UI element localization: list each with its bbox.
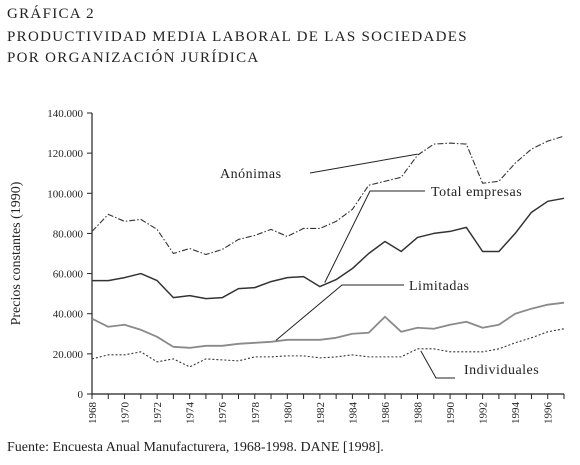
annotation-label-2: Limitadas [409,279,470,294]
y-tick-label: 100.000 [47,188,83,200]
annotation-label-0: Anónimas [220,167,282,182]
line-chart: 0 20.000 40.000 60.000 80.000 100.000 120.000 1… [9,108,565,425]
series-line-3 [91,328,565,368]
x-tick-label: 1974 [185,402,197,425]
y-tick-label: 140.000 [47,108,83,120]
x-tick-label: 1968 [87,402,99,425]
source-note: Fuente: Encuesta Anual Manufacturera, 19… [7,440,384,455]
y-tick-label: 60.000 [53,269,84,281]
annotation-leader-1 [324,190,425,283]
y-tick-label: 0 [78,389,84,401]
x-tick-label: 1982 [315,402,327,424]
series-line-2 [91,301,565,349]
x-tick-label: 1970 [120,402,132,425]
x-tick-label: 1994 [510,402,522,425]
x-tick-label: 1984 [347,402,359,425]
x-tick-label: 1980 [282,402,294,425]
series-line-1 [92,197,565,300]
x-tick-label: 1996 [543,402,555,425]
x-tick-label: 1978 [250,402,262,425]
y-tick-label: 80.000 [53,228,84,240]
x-tick-label: 1972 [152,402,164,424]
annotation-label-3: Individuales [464,363,539,378]
annotation-label-1: Total empresas [431,185,522,200]
x-tick-label: 1990 [445,402,457,425]
annotation-leader-2 [275,284,404,341]
figure-title-line-1: PRODUCTIVIDAD MEDIA LABORAL DE LAS SOCIE… [7,29,468,45]
series-line-0 [91,135,565,256]
y-axis-title: Precios constantes (1990) [9,181,24,325]
y-tick-label: 20.000 [53,349,84,361]
annotation-leader-3 [420,350,455,379]
x-tick-label: 1992 [478,402,490,424]
y-tick-label: 120.000 [47,148,83,160]
x-tick-label: 1986 [380,402,392,425]
figure-title-line-2: POR ORGANIZACIÓN JURÍDICA [7,50,260,66]
x-tick-label: 1976 [217,402,229,425]
x-tick-label: 1988 [413,402,425,425]
annotation-leader-0 [309,153,418,174]
y-tick-label: 40.000 [53,309,84,321]
figure-number: GRÁFICA 2 [7,6,95,22]
